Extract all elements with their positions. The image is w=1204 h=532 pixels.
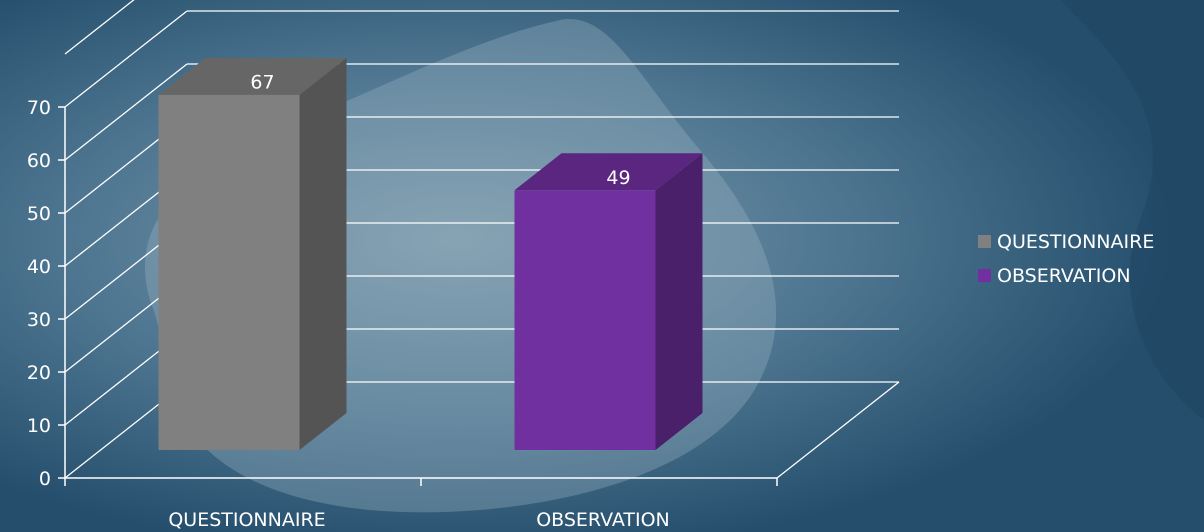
y-tick-label: 0 bbox=[39, 468, 51, 490]
bar-top bbox=[158, 57, 347, 95]
bar-top bbox=[514, 153, 703, 191]
gridline-side bbox=[64, 0, 135, 55]
gridline-side bbox=[64, 10, 188, 108]
legend-item-questionnaire: QUESTIONNAIRE bbox=[978, 231, 1154, 253]
y-tick-label: 30 bbox=[27, 309, 51, 331]
labels-layer: 67 QUESTIONNAIRE 49 OBSERVATION bbox=[168, 71, 669, 531]
data-label-questionnaire: 67 bbox=[250, 71, 274, 93]
legend-swatch bbox=[978, 235, 991, 248]
y-tick-label: 70 bbox=[27, 97, 51, 119]
bar-questionnaire bbox=[158, 57, 347, 451]
bar-front bbox=[514, 190, 656, 451]
legend-item-observation: OBSERVATION bbox=[978, 265, 1131, 287]
gridline-side bbox=[64, 63, 188, 161]
bar-observation bbox=[514, 153, 703, 451]
y-tick-label: 60 bbox=[27, 150, 51, 172]
background-swirl-right bbox=[1060, 0, 1204, 420]
floor-edge bbox=[776, 381, 900, 479]
legend-swatch bbox=[978, 269, 991, 282]
y-tick-label: 20 bbox=[27, 362, 51, 384]
bar-front bbox=[158, 94, 300, 451]
legend-label: OBSERVATION bbox=[997, 265, 1131, 287]
legend: QUESTIONNAIRE OBSERVATION bbox=[978, 231, 1154, 287]
legend-label: QUESTIONNAIRE bbox=[997, 231, 1154, 253]
data-label-observation: 49 bbox=[606, 167, 630, 189]
x-tick-label-observation: OBSERVATION bbox=[536, 509, 670, 531]
bar-side bbox=[655, 153, 703, 451]
y-tick-label: 40 bbox=[27, 256, 51, 278]
x-tick-label-questionnaire: QUESTIONNAIRE bbox=[168, 509, 325, 531]
bar-side bbox=[299, 57, 347, 451]
axis-layer: 0 10 20 30 40 50 60 70 bbox=[27, 97, 778, 490]
y-tick-label: 10 bbox=[27, 415, 51, 437]
bars-layer bbox=[158, 57, 703, 451]
y-tick-label: 50 bbox=[27, 203, 51, 225]
